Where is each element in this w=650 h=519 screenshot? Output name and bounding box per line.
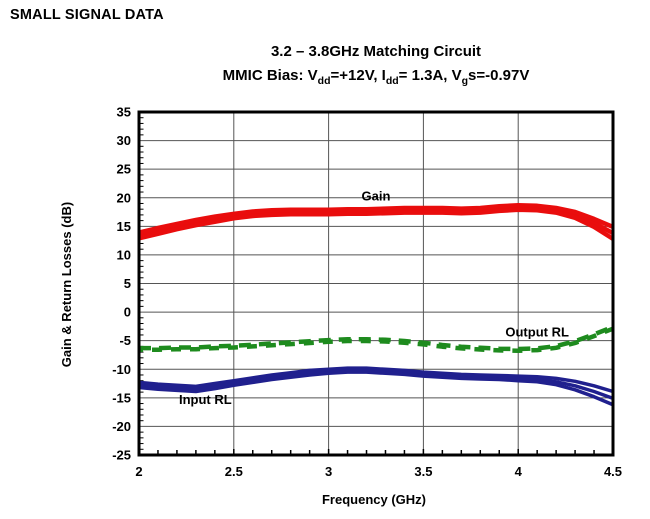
gain-curve bbox=[138, 202, 614, 235]
output-rl-label: Output RL bbox=[505, 325, 569, 340]
tick-label-y: 20 bbox=[117, 190, 131, 205]
subtitle-segment: = 1.3A, V bbox=[398, 67, 462, 84]
subtitle-segment: dd bbox=[317, 75, 331, 87]
tick-label-x: 3.5 bbox=[414, 464, 432, 479]
tick-label-x: 4.5 bbox=[604, 464, 622, 479]
tick-label-y: 35 bbox=[117, 105, 131, 120]
tick-label-y: -25 bbox=[112, 448, 131, 463]
gain-curve bbox=[138, 207, 615, 241]
tick-label-y: -5 bbox=[119, 333, 131, 348]
input-rl-label: Input RL bbox=[179, 392, 232, 407]
tick-label-y: 30 bbox=[117, 133, 131, 148]
tick-label-x: 2.5 bbox=[225, 464, 243, 479]
subtitle-segment: =+12V, I bbox=[330, 67, 386, 84]
x-axis-title: Frequency (GHz) bbox=[322, 492, 426, 507]
tick-label-y: 10 bbox=[117, 247, 131, 262]
input-rl-curve bbox=[138, 366, 614, 394]
subtitle-segment: dd bbox=[385, 75, 399, 87]
subtitle-segment: MMIC Bias: V bbox=[222, 67, 318, 84]
y-axis-title: Gain & Return Losses (dB) bbox=[59, 202, 74, 367]
subtitle-segment: s=-0.97V bbox=[468, 67, 530, 84]
tick-label-y: 0 bbox=[124, 305, 131, 320]
subtitle-segment: g bbox=[461, 75, 469, 87]
tick-label-x: 2 bbox=[135, 464, 142, 479]
tick-label-y: 25 bbox=[117, 162, 131, 177]
tick-label-x: 4 bbox=[515, 464, 523, 479]
plot-frame bbox=[137, 110, 615, 457]
tick-label-y: -10 bbox=[112, 362, 131, 377]
tick-label-y: -20 bbox=[112, 419, 131, 434]
tick-label-y: 15 bbox=[117, 219, 131, 234]
tick-label-y: -15 bbox=[112, 390, 131, 405]
chart-subtitle: MMIC Bias: Vdd=+12V, Idd= 1.3A, Vgs=-0.9… bbox=[139, 67, 613, 87]
input-rl-curve bbox=[138, 370, 614, 407]
chart-title: 3.2 – 3.8GHz Matching Circuit bbox=[270, 43, 482, 60]
output-rl-curve bbox=[139, 326, 614, 353]
gain-label: Gain bbox=[362, 189, 391, 204]
tick-label-x: 3 bbox=[325, 464, 332, 479]
page-title: SMALL SIGNAL DATA bbox=[10, 7, 164, 23]
tick-label-y: 5 bbox=[124, 276, 131, 291]
